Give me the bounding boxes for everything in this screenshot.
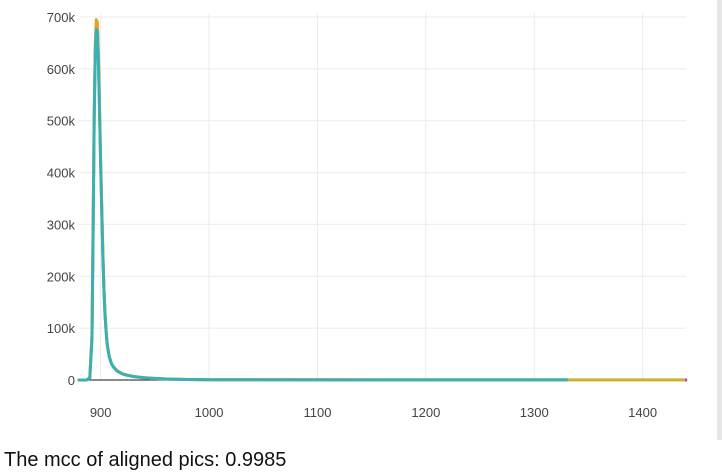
chart-container: 0 100k 200k 300k 400k 500k 600k 700k 900 1000 1100… (47, 10, 688, 420)
series-line-3 (77, 27, 569, 382)
y-tick-label: 0 (68, 373, 75, 388)
y-tick-label: 700k (47, 10, 76, 25)
y-tick-label: 500k (47, 114, 76, 129)
series-line-2 (77, 21, 569, 382)
mcc-caption: The mcc of aligned pics: 0.9985 (4, 449, 287, 471)
y-tick-label: 600k (47, 62, 76, 77)
x-tick-label: 1000 (195, 405, 224, 420)
y-tick-label: 100k (47, 321, 76, 336)
panel-border (717, 0, 722, 440)
y-tick-label: 400k (47, 166, 76, 181)
y-tick-label: 300k (47, 217, 76, 232)
series-line-1 (77, 18, 688, 382)
x-tick-label: 1300 (520, 405, 549, 420)
x-tick-label: 900 (90, 405, 112, 420)
x-tick-label: 1200 (411, 405, 440, 420)
y-tick-label: 200k (47, 269, 76, 284)
x-tick-label: 1400 (628, 405, 657, 420)
line-chart: 0 100k 200k 300k 400k 500k 600k 700k 900 1000 1100… (47, 10, 688, 420)
x-tick-label: 1100 (303, 405, 331, 420)
